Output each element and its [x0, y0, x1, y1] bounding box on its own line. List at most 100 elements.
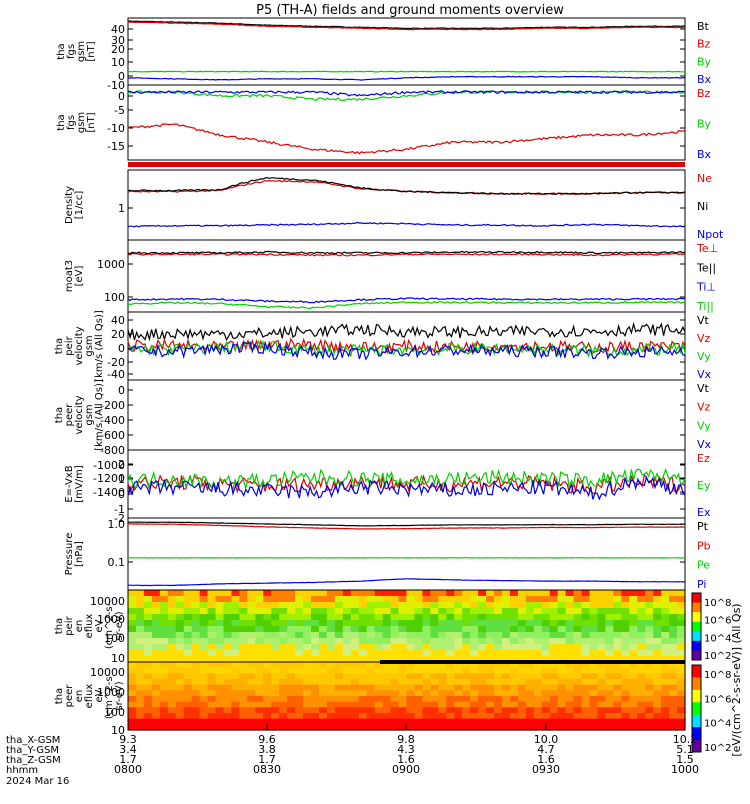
- heatmap-cell: [223, 685, 232, 691]
- heatmap-cell: [192, 626, 201, 633]
- colorbar-0-tick: 10^2: [704, 651, 731, 662]
- heatmap-cell: [629, 650, 638, 657]
- heatmap-cell: [550, 713, 559, 719]
- heatmap-cell: [152, 626, 161, 633]
- heatmap-cell: [231, 638, 240, 645]
- colorbar-1-tick: 10^6: [704, 694, 731, 705]
- heatmap-cell: [422, 679, 431, 685]
- heatmap-cell: [613, 690, 622, 696]
- heatmap-cell: [160, 644, 169, 651]
- heatmap-cell: [582, 679, 591, 685]
- heatmap-cell: [621, 632, 630, 639]
- heatmap-cell: [192, 668, 201, 674]
- heatmap-cell: [351, 632, 360, 639]
- heatmap-cell: [343, 638, 352, 645]
- heatmap-cell: [279, 626, 288, 633]
- heatmap-cell: [478, 685, 487, 691]
- heatmap-cell: [391, 696, 400, 702]
- heatmap-cell: [613, 638, 622, 645]
- heatmap-cell: [470, 707, 479, 713]
- heatmap-cell: [486, 685, 495, 691]
- heatmap-cell: [367, 685, 376, 691]
- heatmap-cell: [391, 632, 400, 639]
- heatmap-cell: [478, 596, 487, 603]
- heatmap-cell: [558, 626, 567, 633]
- heatmap-cell: [486, 696, 495, 702]
- heatmap-cell: [263, 638, 272, 645]
- heatmap-cell: [295, 602, 304, 609]
- heatmap-cell: [208, 679, 217, 685]
- heatmap-cell: [263, 620, 272, 627]
- heatmap-cell: [176, 696, 185, 702]
- heatmap-cell: [271, 662, 280, 668]
- heatmap-cell: [223, 702, 232, 708]
- heatmap-cell: [669, 702, 678, 708]
- heatmap-cell: [367, 608, 376, 615]
- heatmap-cell: [351, 650, 360, 657]
- heatmap-cell: [351, 707, 360, 713]
- heatmap-cell: [454, 673, 463, 679]
- heatmap-cell: [566, 719, 575, 725]
- y-tick-label-fgs-gsm-2: -5: [114, 104, 125, 117]
- heatmap-cell: [239, 602, 248, 609]
- heatmap-cell: [653, 596, 662, 603]
- heatmap-cell: [629, 602, 638, 609]
- heatmap-cell: [303, 668, 312, 674]
- heatmap-cell: [534, 679, 543, 685]
- chart-title: P5 (TH-A) fields and ground moments over…: [256, 3, 564, 18]
- heatmap-cell: [391, 644, 400, 651]
- heatmap-cell: [279, 719, 288, 725]
- heatmap-cell: [542, 626, 551, 633]
- heatmap-cell: [486, 707, 495, 713]
- heatmap-cell: [383, 614, 392, 621]
- heatmap-cell: [407, 596, 416, 603]
- heatmap-cell: [478, 707, 487, 713]
- heatmap-cell: [645, 673, 654, 679]
- legend-fgs-gsm-3: Bx: [697, 73, 712, 86]
- heatmap-cell: [351, 644, 360, 651]
- heatmap-cell: [263, 713, 272, 719]
- heatmap-cell: [399, 614, 408, 621]
- heatmap-cell: [534, 713, 543, 719]
- heatmap-cell: [152, 702, 161, 708]
- heatmap-cell: [200, 596, 209, 603]
- heatmap-cell: [247, 626, 256, 633]
- heatmap-cell: [152, 690, 161, 696]
- heatmap-cell: [669, 632, 678, 639]
- heatmap-cell: [582, 644, 591, 651]
- heatmap-cell: [239, 668, 248, 674]
- heatmap-cell: [359, 620, 368, 627]
- heatmap-cell: [176, 713, 185, 719]
- heatmap-cell: [669, 679, 678, 685]
- heatmap-cell: [526, 620, 535, 627]
- series-fgs-gsm-Bt: [128, 21, 685, 29]
- heatmap-cell: [255, 702, 264, 708]
- heatmap-cell: [550, 707, 559, 713]
- heatmap-cell: [375, 632, 384, 639]
- heatmap-cell: [351, 608, 360, 615]
- heatmap-cell: [518, 608, 527, 615]
- heatmap-cell: [168, 685, 177, 691]
- heatmap-cell: [223, 690, 232, 696]
- heatmap-cell: [136, 713, 145, 719]
- heatmap-cell: [192, 632, 201, 639]
- heatmap-cell: [343, 707, 352, 713]
- heatmap-cell: [231, 614, 240, 621]
- heatmap-cell: [629, 690, 638, 696]
- heatmap-cell: [383, 602, 392, 609]
- heatmap-cell: [184, 590, 193, 597]
- heatmap-cell: [486, 638, 495, 645]
- heatmap-cell: [645, 614, 654, 621]
- heatmap-cell: [144, 620, 153, 627]
- heatmap-cell: [566, 632, 575, 639]
- heatmap-cell: [359, 602, 368, 609]
- heatmap-cell: [430, 719, 439, 725]
- heatmap-cell: [478, 614, 487, 621]
- heatmap-cell: [223, 602, 232, 609]
- heatmap-cell: [518, 596, 527, 603]
- heatmap-cell: [295, 662, 304, 668]
- heatmap-cell: [550, 626, 559, 633]
- heatmap-cell: [605, 644, 614, 651]
- heatmap-cell: [550, 608, 559, 615]
- heatmap-cell: [566, 620, 575, 627]
